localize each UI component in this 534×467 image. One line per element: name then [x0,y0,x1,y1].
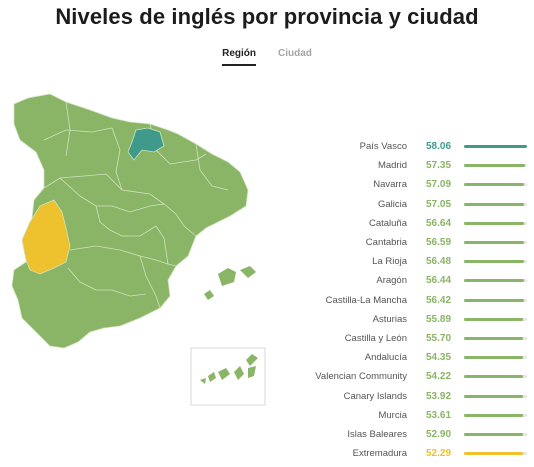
region-score: 56.42 [426,294,452,306]
island-mallorca-small [240,266,256,278]
score-bar-track [464,183,527,187]
score-bar-fill [464,394,524,398]
region-islas-baleares[interactable] [218,268,236,286]
region-name: Canary Islands [343,390,407,402]
region-row[interactable]: Asturias 55.89 [280,310,530,329]
region-name: Asturias [372,313,407,325]
region-score: 58.06 [426,141,452,152]
region-score: 54.22 [426,371,452,383]
region-row[interactable]: La Rioja 56.48 [280,252,530,271]
region-score: 54.35 [426,352,452,364]
score-bar-track [464,241,527,244]
region-row[interactable]: Extremadura 52.29 [280,444,530,463]
region-score: 57.35 [426,160,452,172]
region-name: Extremadura [352,448,407,460]
region-score: 53.61 [426,409,452,421]
score-bar-track [464,337,527,340]
score-bar-track [464,221,527,225]
region-row[interactable]: Aragón 56.44 [280,271,530,290]
region-canary-islands[interactable] [200,354,258,384]
region-name: Navarra [373,179,407,191]
region-extremadura[interactable] [21,199,71,275]
region-name: Aragón [376,275,407,287]
region-name: Castilla y León [344,333,407,344]
score-bar-fill [464,241,524,244]
region-name: Cantabria [365,237,407,248]
region-score: 52.29 [426,448,452,460]
region-row[interactable]: Navarra 57.09 [280,175,530,194]
score-bar-track [464,452,527,456]
score-bar-track [464,433,527,436]
score-bar-fill [464,317,524,321]
score-bar-fill [464,433,524,436]
score-bar-fill [464,260,524,264]
spain-map [11,93,266,406]
score-bar-track [464,260,527,264]
page-title: Niveles de inglés por provincia y ciudad [55,4,479,29]
region-row[interactable]: Castilla-La Mancha 56.42 [280,291,530,310]
region-score: 55.89 [426,313,452,325]
region-name: Andalucía [364,352,407,364]
region-pais-vasco[interactable] [127,127,165,161]
score-bar-fill [464,375,524,379]
score-bar-track [464,145,527,148]
region-row[interactable]: Cataluña 56.64 [280,214,530,233]
region-score: 56.64 [426,217,452,229]
view-tabs: Región Ciudad [0,48,534,66]
score-bar-track [464,356,527,360]
region-score: 55.70 [426,333,452,344]
score-bar-fill [464,413,524,417]
score-bar-fill [464,202,525,206]
score-bar-track [464,317,527,321]
score-bar-fill [464,337,524,340]
region-name: Galicia [377,198,407,210]
region-name: Madrid [377,160,407,172]
score-bar-track [464,413,527,417]
region-score: 53.92 [426,390,452,402]
region-row[interactable]: Islas Baleares 52.90 [280,425,530,444]
region-row[interactable]: Cantabria 56.59 [280,233,530,252]
region-row[interactable]: Castilla y León 55.70 [280,329,530,348]
score-bar-track [464,202,527,206]
island-ibiza [204,290,214,300]
region-name: Castilla-La Mancha [325,294,407,306]
region-name: Islas Baleares [347,429,407,440]
region-row[interactable]: Murcia 53.61 [280,406,530,425]
tab-city[interactable]: Ciudad [278,48,312,59]
score-bar-track [464,375,527,379]
score-bar-fill [464,183,525,187]
region-score: 56.44 [426,275,452,287]
score-bar-fill [464,298,524,302]
region-score: 52.90 [426,429,452,440]
score-bar-track [464,298,527,302]
region-row[interactable]: Canary Islands 53.92 [280,387,530,406]
region-row[interactable]: Andalucía 54.35 [280,348,530,367]
score-bar-fill [464,221,524,225]
region-score: 57.05 [426,198,452,210]
region-score: 57.09 [426,179,452,191]
tab-region[interactable]: Región [222,48,256,66]
score-bar-fill [464,356,524,360]
region-row[interactable]: Galicia 57.05 [280,195,530,214]
region-name: Cataluña [368,217,407,229]
score-bar-track [464,394,527,398]
region-row[interactable]: País Vasco 58.06 [280,137,530,156]
score-bar-track [464,279,527,283]
region-name: La Rioja [372,256,407,268]
score-bar-fill [464,279,524,283]
region-row[interactable]: Valencian Community 54.22 [280,367,530,386]
score-bar-track [464,164,527,168]
region-name: País Vasco [359,141,407,152]
region-score: 56.59 [426,237,452,248]
region-name: Murcia [378,409,407,421]
region-score: 56.48 [426,256,452,268]
region-row[interactable]: Madrid 57.35 [280,156,530,175]
score-bar-fill [464,145,527,148]
score-bar-fill [464,164,526,168]
region-name: Valencian Community [315,371,407,383]
score-bar-fill [464,452,524,456]
